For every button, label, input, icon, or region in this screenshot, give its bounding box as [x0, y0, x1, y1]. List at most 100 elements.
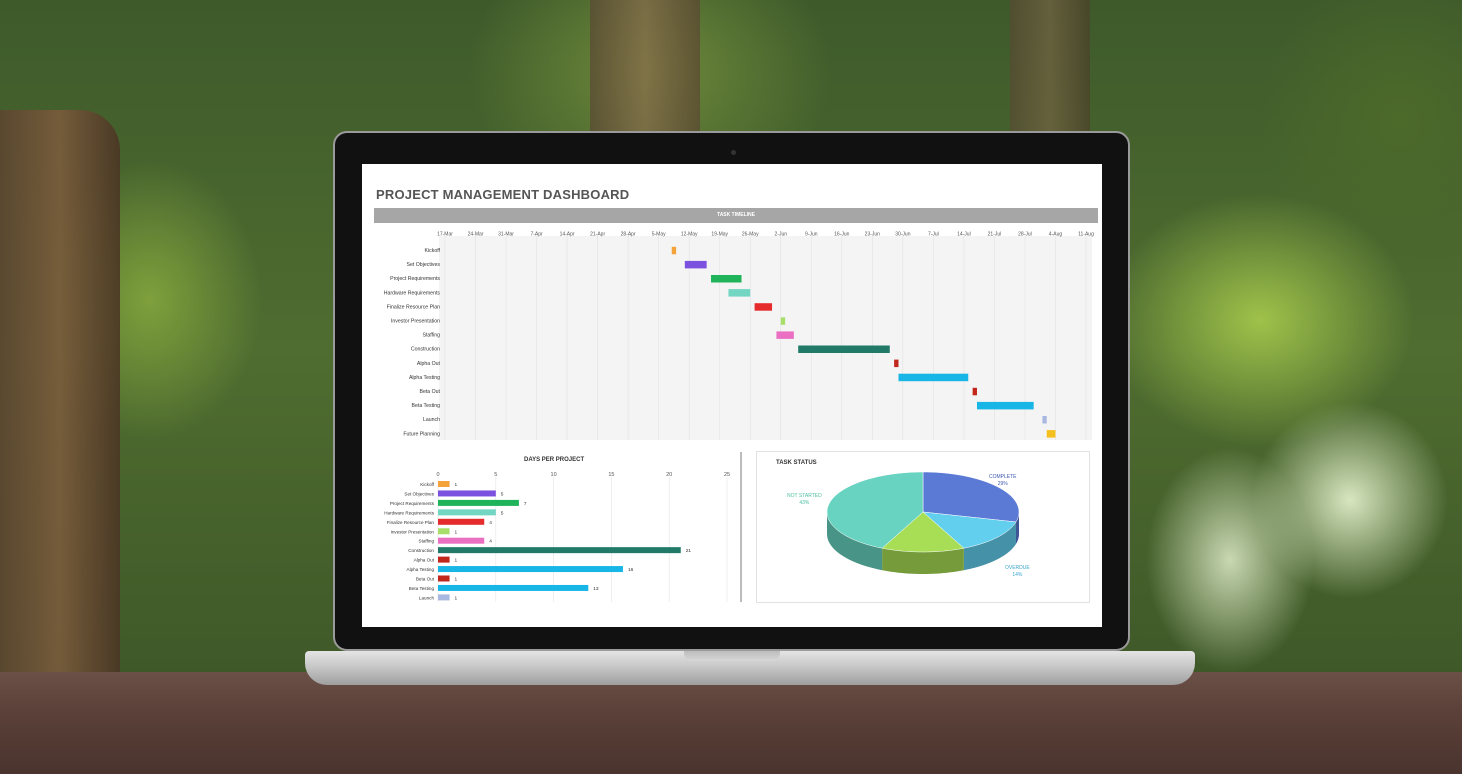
bar-data-label: 7 — [524, 501, 527, 507]
gantt-task-label: Staffing — [423, 333, 441, 339]
gantt-date-label: 28-Jul — [1018, 232, 1032, 238]
gantt-date-label: 14-Apr — [560, 232, 575, 238]
wooden-table — [0, 672, 1462, 774]
webcam-icon — [731, 150, 736, 155]
bar-tick-label: 0 — [436, 472, 439, 478]
bar-data-label: 4 — [489, 539, 492, 545]
bar-tick-label: 10 — [551, 472, 557, 478]
bar-value-bar — [438, 584, 589, 591]
bar-data-label: 1 — [455, 595, 458, 601]
timeline-header: TASK TIMELINE — [374, 208, 1098, 223]
bar-data-label: 13 — [593, 586, 599, 592]
days-chart-title: DAYS PER PROJECT — [524, 457, 585, 463]
bar-value-bar — [438, 537, 485, 544]
pie-slice-side — [882, 548, 964, 574]
gantt-date-label: 5-May — [652, 232, 666, 238]
gantt-date-label: 7-Jul — [928, 232, 939, 238]
gantt-task-bar — [894, 359, 899, 368]
task-status-pie-chart — [826, 471, 1020, 574]
bar-tick-label: 15 — [608, 472, 614, 478]
gantt-task-label: Launch — [423, 417, 440, 423]
task-status-panel: TASK STATUS COMPLETE 29% NOT STARTED 43%… — [756, 451, 1090, 603]
bar-category-label: Staffing — [419, 539, 435, 544]
gantt-task-label: Beta Testing — [412, 403, 441, 409]
pie-slice — [922, 511, 1017, 549]
laptop-screen: PROJECT MANAGEMENT DASHBOARD TASK TIMELI… — [362, 164, 1102, 627]
gantt-date-label: 14-Jul — [957, 232, 971, 238]
tree-trunk — [0, 110, 120, 690]
bar-data-label: 16 — [628, 567, 634, 573]
bar-category-label: Beta Out — [416, 577, 435, 582]
page-title: PROJECT MANAGEMENT DASHBOARD — [376, 187, 630, 202]
gantt-task-bar — [898, 373, 969, 382]
pie-label-complete: COMPLETE 29% — [989, 474, 1017, 488]
gantt-task-bar — [972, 387, 977, 396]
pie-slice — [826, 471, 924, 549]
gantt-task-bar — [776, 331, 794, 339]
bar-tick-label: 25 — [724, 472, 730, 478]
gantt-date-label: 11-Aug — [1078, 232, 1094, 238]
bar-category-label: Launch — [419, 595, 435, 600]
pie-slice-side — [963, 521, 1016, 571]
bar-category-label: Alpha Out — [414, 558, 435, 563]
gantt-date-label: 19-May — [711, 232, 728, 238]
bar-value-bar — [438, 575, 450, 582]
bar-value-bar — [438, 499, 519, 506]
pie-label-overdue-value: 14% — [1012, 572, 1023, 578]
pie-label-not-started: NOT STARTED 43% — [787, 493, 822, 507]
gantt-task-bar — [798, 345, 890, 353]
bar-data-label: 1 — [455, 558, 458, 564]
bar-value-bar — [438, 490, 496, 497]
bar-data-label: 21 — [686, 548, 692, 554]
gantt-date-label: 7-Apr — [530, 232, 543, 238]
gantt-date-label: 28-Apr — [621, 232, 636, 238]
gantt-date-label: 26-May — [742, 232, 759, 238]
bar-tick-label: 20 — [666, 472, 672, 478]
gantt-task-label: Project Requirements — [390, 276, 440, 282]
gantt-date-label: 23-Jun — [865, 232, 881, 238]
bar-category-label: Kickoff — [420, 482, 434, 487]
gantt-task-bar — [728, 289, 751, 297]
bar-value-bar — [438, 566, 623, 573]
bar-category-label: Construction — [408, 548, 434, 553]
gantt-date-label: 4-Aug — [1049, 232, 1063, 238]
gantt-task-label: Future Planning — [403, 431, 440, 437]
gantt-date-label: 9-Jun — [805, 232, 818, 238]
bar-category-label: Finalize Resource Plan — [387, 520, 435, 525]
bar-value-bar — [438, 509, 496, 516]
gantt-task-label: Beta Out — [420, 389, 441, 395]
gantt-date-label: 30-Jun — [895, 232, 911, 238]
gantt-date-label: 31-Mar — [498, 232, 514, 238]
gantt-task-bar — [671, 246, 677, 255]
gantt-task-label: Alpha Out — [417, 361, 441, 367]
gantt-task-label: Investor Presentation — [391, 319, 440, 325]
pie-label-not-started-name: NOT STARTED — [787, 493, 822, 499]
status-chart-title: TASK STATUS — [776, 460, 817, 466]
pie-label-not-started-value: 43% — [799, 500, 810, 506]
gantt-date-label: 12-May — [681, 232, 698, 238]
laptop-notch — [684, 651, 780, 661]
bar-data-label: 1 — [455, 529, 458, 535]
gantt-task-bar — [976, 401, 1034, 410]
gantt-date-label: 17-Mar — [437, 232, 453, 238]
bar-data-label: 1 — [455, 482, 458, 488]
bar-category-label: Project Requirements — [390, 501, 435, 506]
bar-data-label: 5 — [501, 491, 504, 497]
gantt-task-bar — [780, 317, 786, 325]
gantt-date-label: 24-Mar — [468, 232, 484, 238]
pie-slice-side — [827, 512, 883, 571]
bar-value-bar — [438, 518, 485, 525]
gantt-task-bar — [710, 275, 742, 283]
bar-value-bar — [438, 594, 450, 601]
bar-category-label: Beta Testing — [409, 586, 435, 591]
tree-trunk — [1010, 0, 1090, 150]
pie-slice — [922, 471, 1020, 523]
gantt-date-label: 2-Jun — [775, 232, 788, 238]
gantt-chart: 17-Mar 24-Mar 31-Mar 7-Apr 14-Apr 21-Apr 28-Ap… — [384, 232, 1094, 440]
bar-category-label: Set Objectives — [404, 491, 434, 496]
gantt-task-bar — [1042, 416, 1047, 424]
gantt-task-label: Set Objectives — [407, 262, 441, 268]
gantt-task-bar — [1046, 430, 1056, 438]
tree-trunk — [590, 0, 700, 140]
